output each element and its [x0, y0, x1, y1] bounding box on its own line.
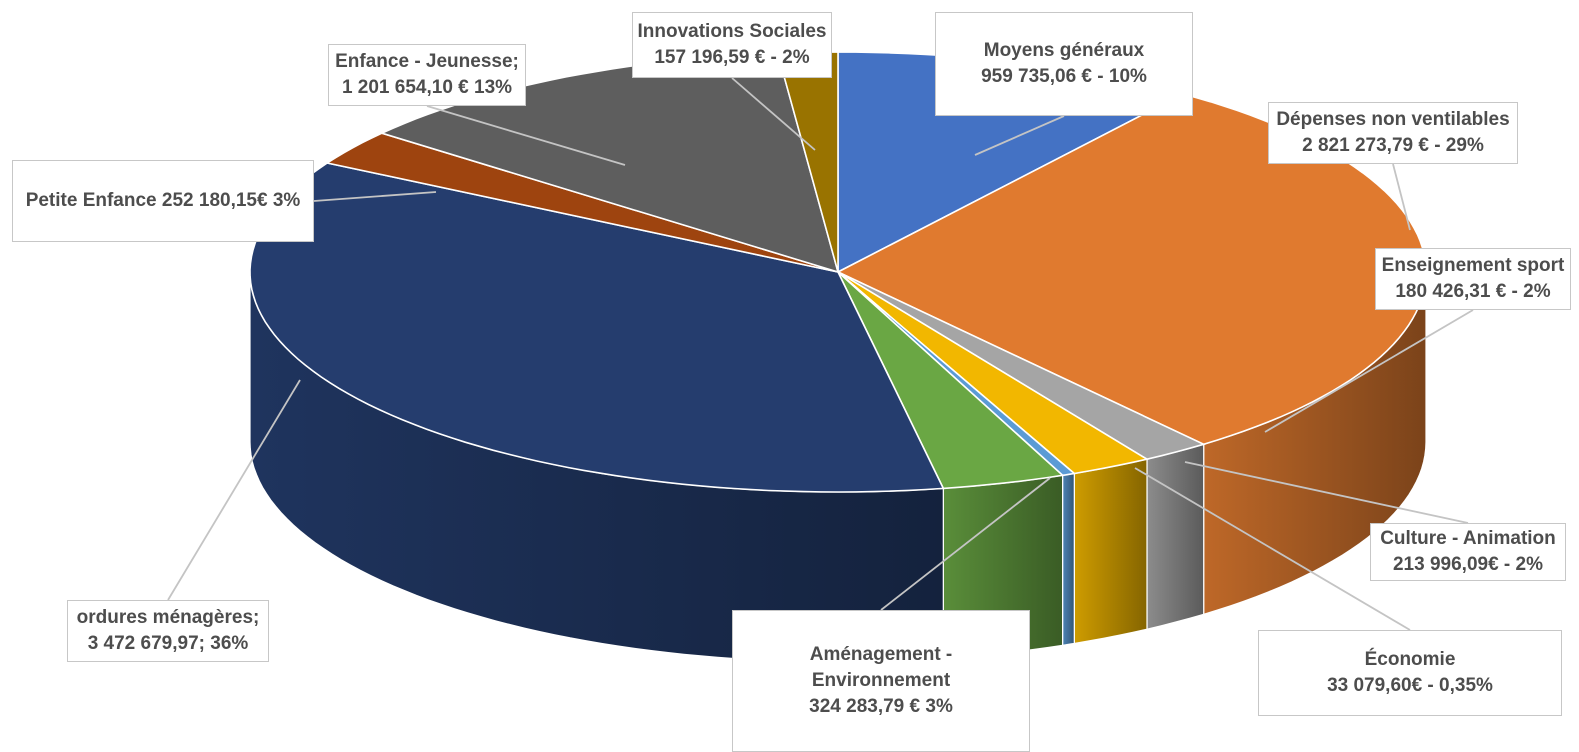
data-label-line: 3 472 679,97; 36% [87, 633, 249, 654]
slice-culture-animation [837, 271, 1150, 475]
data-label-line: Innovations Sociales [637, 21, 827, 42]
data-label-line: 33 079,60€ - 0,35% [1327, 675, 1493, 696]
leader-line-economie [1134, 467, 1411, 631]
leader-line-ordures-menageres [167, 379, 301, 601]
data-label-petite-enfance: Petite Enfance 252 180,15€ 3% [12, 160, 314, 242]
leader-line-culture-animation [1184, 461, 1469, 524]
pie-top-faces [249, 51, 1427, 493]
data-label-enseignement-sport: Enseignement sport 180 426,31 € - 2% [1375, 248, 1571, 310]
slice-side-culture-animation [1073, 458, 1148, 645]
slice-petite-enfance [325, 132, 839, 273]
data-label-line: Dépenses non ventilables [1276, 109, 1510, 130]
data-label-line: Petite Enfance 252 180,15€ 3% [25, 190, 301, 211]
data-label-economie: Économie 33 079,60€ - 0,35% [1258, 630, 1562, 716]
data-label-amenagement-environnement: Aménagement - Environnement 324 283,79 € 3… [732, 610, 1030, 752]
data-label-line: 1 201 654,10 € 13% [341, 77, 513, 98]
data-label-line: Culture - Animation [1380, 528, 1556, 549]
data-label-culture-animation: Culture - Animation 213 996,09€ - 2% [1370, 523, 1566, 581]
leader-line-petite-enfance [313, 191, 437, 202]
data-label-line: Économie [1364, 649, 1456, 670]
leader-line-amenagement-environnement [880, 477, 1051, 611]
data-label-innovations-sociales: Innovations Sociales 157 196,59 € - 2% [632, 12, 832, 78]
data-label-depenses-non-ventilables: Dépenses non ventilables 2 821 273,79 € -… [1268, 102, 1518, 164]
data-label-line: ordures ménagères; [76, 607, 260, 628]
slice-amenagement-environnement [837, 271, 1065, 490]
leader-line-depenses-non-ventilables [1392, 163, 1411, 231]
data-label-moyens-generaux: Moyens généraux 959 735,06 € - 10% [935, 12, 1193, 116]
slice-side-enseignement-sport [1146, 443, 1205, 630]
data-label-ordures-menageres: ordures ménagères; 3 472 679,97; 36% [67, 600, 269, 662]
leader-line-innovations-sociales [731, 77, 816, 151]
slice-side-economie [1062, 472, 1075, 646]
data-label-line: 959 735,06 € - 10% [981, 66, 1147, 87]
data-label-line: 213 996,09€ - 2% [1392, 554, 1543, 575]
leader-line-moyens-generaux [974, 115, 1065, 156]
data-label-line: Enseignement sport [1381, 255, 1565, 276]
data-label-line: 324 283,79 € 3% [809, 696, 953, 717]
data-label-line: Environnement [811, 670, 951, 691]
leader-lines [167, 77, 1474, 631]
data-label-line: Aménagement - [809, 644, 953, 665]
data-label-line: Enfance - Jeunesse; [335, 51, 519, 72]
data-label-line: 157 196,59 € - 2% [654, 47, 810, 68]
leader-line-enseignement-sport [1264, 309, 1474, 433]
data-label-line: 180 426,31 € - 2% [1395, 281, 1551, 302]
data-label-enfance-jeunesse: Enfance - Jeunesse; 1 201 654,10 € 13% [328, 44, 526, 106]
data-label-line: Moyens généraux [983, 40, 1145, 61]
leader-line-enfance-jeunesse [426, 105, 626, 166]
data-label-line: 2 821 273,79 € - 29% [1302, 135, 1484, 156]
